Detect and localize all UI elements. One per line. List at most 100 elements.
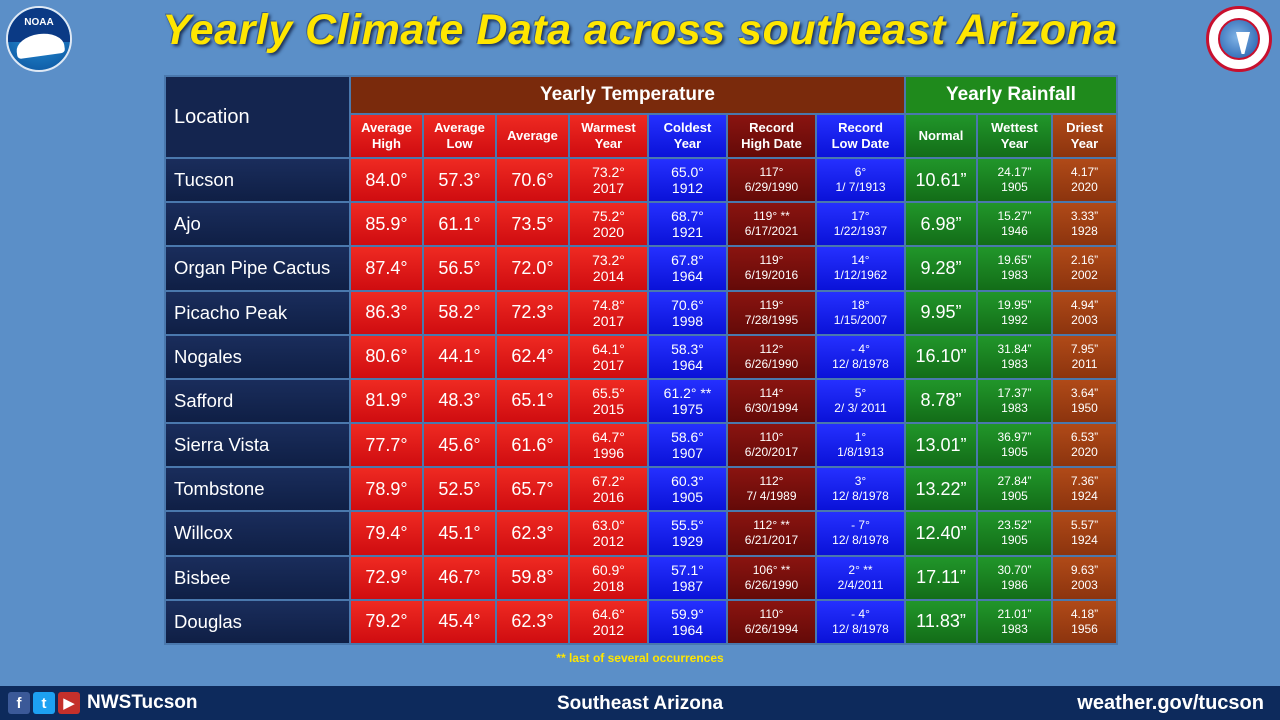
facebook-icon[interactable]: f (8, 692, 30, 714)
coldest-year-cell: 55.5° 1929 (649, 512, 726, 555)
driest-year-cell: 4.17” 2020 (1053, 159, 1116, 202)
record-high-cell: 117° 6/29/1990 (728, 159, 815, 202)
wettest-year-cell: 36.97” 1905 (978, 424, 1051, 467)
warmest-year-cell: 64.1° 2017 (570, 335, 647, 378)
avg-high-cell: 86.3° (351, 291, 422, 334)
temperature-group-header: Yearly Temperature (351, 77, 904, 113)
normal-rain-cell: 13.01” (906, 424, 976, 467)
average-cell: 61.6° (497, 424, 568, 467)
record-high-cell: 112° ** 6/21/2017 (728, 512, 815, 555)
warmest-year-cell: 73.2° 2017 (570, 159, 647, 202)
record-low-cell: 2° ** 2/4/2011 (817, 556, 904, 599)
wettest-year-cell: 27.84” 1905 (978, 468, 1051, 511)
coldest-year-cell: 70.6° 1998 (649, 291, 726, 334)
coldest-year-cell: 58.3° 1964 (649, 335, 726, 378)
warmest-year-cell: 65.5° 2015 (570, 379, 647, 423)
warmest-year-cell: 64.6° 2012 (570, 600, 647, 643)
record-high-cell: 119° 7/28/1995 (728, 291, 815, 334)
coldest-year-cell: 68.7° 1921 (649, 203, 726, 246)
driest-year-cell: 2.16” 2002 (1053, 247, 1116, 290)
record-low-cell: - 4° 12/ 8/1978 (817, 600, 904, 643)
location-header: Location (166, 77, 349, 157)
driest-year-cell: 3.64” 1950 (1053, 379, 1116, 423)
social-handle: NWSTucson (87, 692, 198, 713)
table-row: Ajo 85.9° 61.1° 73.5° 75.2° 2020 68.7° 1921 119°… (166, 203, 1116, 246)
coldest-year-cell: 58.6° 1907 (649, 424, 726, 467)
average-cell: 65.7° (497, 468, 568, 511)
website-link[interactable]: weather.gov/tucson (1077, 692, 1264, 714)
driest-year-cell: 4.18” 1956 (1053, 600, 1116, 643)
wettest-year-cell: 15.27” 1946 (978, 203, 1051, 246)
avg-low-cell: 58.2° (424, 291, 495, 334)
normal-rain-cell: 13.22” (906, 468, 976, 511)
wettest-year-cell: 19.95” 1992 (978, 291, 1051, 334)
driest-year-cell: 7.36” 1924 (1053, 468, 1116, 511)
avg-low-cell: 48.3° (424, 379, 495, 423)
average-cell: 72.0° (497, 247, 568, 290)
avg-low-cell: 45.6° (424, 424, 495, 467)
record-low-cell: 5° 2/ 3/ 2011 (817, 379, 904, 423)
wettest-year-cell: 17.37” 1983 (978, 379, 1051, 423)
wettest-year-cell: 21.01” 1983 (978, 600, 1051, 643)
location-cell: Picacho Peak (166, 291, 349, 334)
avg-high-cell: 85.9° (351, 203, 422, 246)
record-high-cell: 112° 7/ 4/1989 (728, 468, 815, 511)
driest-year-cell: 5.57” 1924 (1053, 512, 1116, 555)
warmest-year-cell: 75.2° 2020 (570, 203, 647, 246)
driest-year-cell: 3.33” 1928 (1053, 203, 1116, 246)
nws-logo (1206, 6, 1272, 72)
driest-year-cell: 4.94” 2003 (1053, 291, 1116, 334)
avg-low-cell: 57.3° (424, 159, 495, 202)
average-cell: 62.3° (497, 600, 568, 643)
warmest-year-cell: 73.2° 2014 (570, 247, 647, 290)
record-low-cell: 1° 1/8/1913 (817, 424, 904, 467)
record-low-cell: 3° 12/ 8/1978 (817, 468, 904, 511)
record-low-header: Record Low Date (817, 115, 904, 157)
driest-year-cell: 9.63” 2003 (1053, 556, 1116, 599)
record-low-cell: - 7° 12/ 8/1978 (817, 512, 904, 555)
location-cell: Organ Pipe Cactus (166, 247, 349, 290)
youtube-icon[interactable]: ▶ (58, 692, 80, 714)
table-row: Nogales 80.6° 44.1° 62.4° 64.1° 2017 58.3° 1964… (166, 335, 1116, 378)
location-cell: Bisbee (166, 556, 349, 599)
location-cell: Tucson (166, 159, 349, 202)
record-high-cell: 110° 6/26/1994 (728, 600, 815, 643)
avg-low-cell: 52.5° (424, 468, 495, 511)
driest-year-cell: 6.53” 2020 (1053, 424, 1116, 467)
record-high-cell: 110° 6/20/2017 (728, 424, 815, 467)
normal-header: Normal (906, 115, 976, 157)
coldest-year-cell: 57.1° 1987 (649, 556, 726, 599)
record-high-cell: 119° ** 6/17/2021 (728, 203, 815, 246)
warmest-year-cell: 74.8° 2017 (570, 291, 647, 334)
wettest-year-header: Wettest Year (978, 115, 1051, 157)
avg-high-header: Average High (351, 115, 422, 157)
average-cell: 62.4° (497, 335, 568, 378)
warmest-year-cell: 64.7° 1996 (570, 424, 647, 467)
location-cell: Nogales (166, 335, 349, 378)
normal-rain-cell: 16.10” (906, 335, 976, 378)
warmest-year-cell: 67.2° 2016 (570, 468, 647, 511)
avg-high-cell: 84.0° (351, 159, 422, 202)
table-row: Willcox 79.4° 45.1° 62.3° 63.0° 2012 55.5° 1929… (166, 512, 1116, 555)
avg-low-header: Average Low (424, 115, 495, 157)
record-low-cell: - 4° 12/ 8/1978 (817, 335, 904, 378)
coldest-year-cell: 59.9° 1964 (649, 600, 726, 643)
average-cell: 70.6° (497, 159, 568, 202)
avg-low-cell: 44.1° (424, 335, 495, 378)
wettest-year-cell: 23.52” 1905 (978, 512, 1051, 555)
average-cell: 59.8° (497, 556, 568, 599)
coldest-year-cell: 65.0° 1912 (649, 159, 726, 202)
social-links: f t ▶ NWSTucson (8, 692, 197, 714)
location-cell: Sierra Vista (166, 424, 349, 467)
record-low-cell: 18° 1/15/2007 (817, 291, 904, 334)
warmest-year-cell: 60.9° 2018 (570, 556, 647, 599)
record-high-cell: 106° ** 6/26/1990 (728, 556, 815, 599)
coldest-year-cell: 60.3° 1905 (649, 468, 726, 511)
normal-rain-cell: 12.40” (906, 512, 976, 555)
region-label: Southeast Arizona (556, 693, 724, 714)
avg-high-cell: 80.6° (351, 335, 422, 378)
twitter-icon[interactable]: t (33, 692, 55, 714)
record-high-cell: 119° 6/19/2016 (728, 247, 815, 290)
location-cell: Tombstone (166, 468, 349, 511)
avg-high-cell: 77.7° (351, 424, 422, 467)
